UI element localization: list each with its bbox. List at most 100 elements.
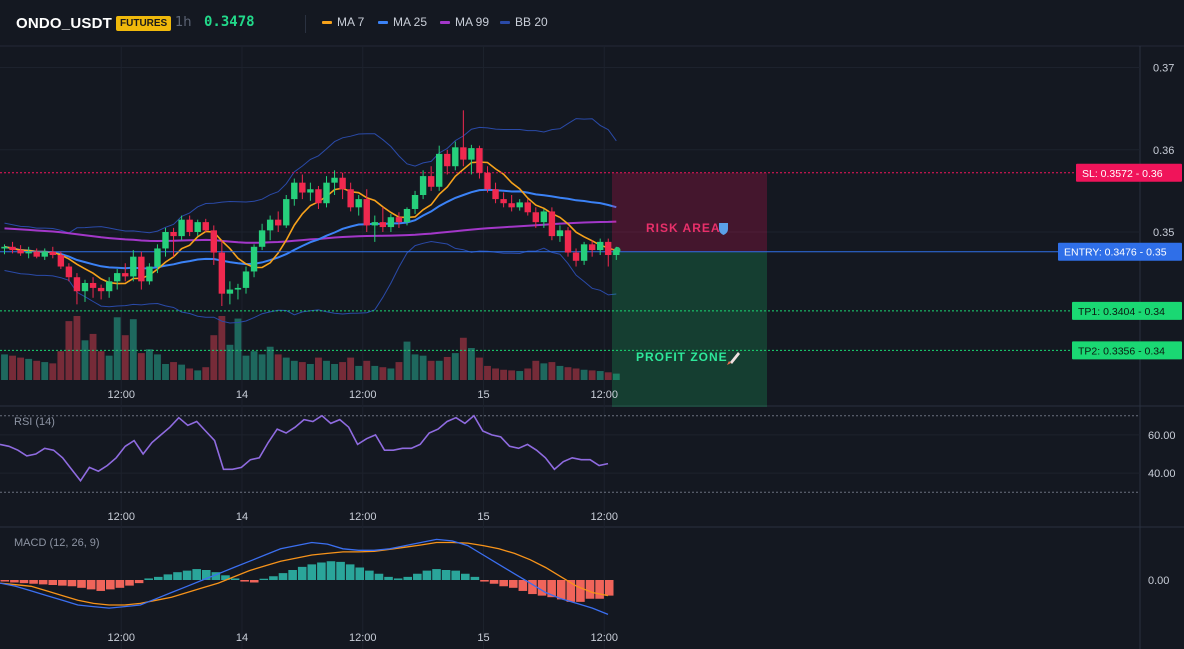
volume-bar xyxy=(443,356,451,380)
macd-histogram-bar xyxy=(67,580,77,587)
volume-bar xyxy=(97,351,105,380)
volume-bar xyxy=(258,354,266,380)
macd-histogram-bar xyxy=(154,576,163,580)
candle-body xyxy=(114,273,121,282)
legend-bb20[interactable]: BB 20 xyxy=(500,15,548,29)
candle-body xyxy=(540,211,548,223)
candle-body xyxy=(500,199,507,204)
volume-bar xyxy=(33,360,41,380)
macd-histogram-bar xyxy=(48,580,58,585)
price-tick-label: 0.37 xyxy=(1153,63,1174,75)
candle-body xyxy=(597,241,604,251)
macd-histogram-bar xyxy=(307,564,317,580)
candle-body xyxy=(41,251,48,257)
candle-body xyxy=(49,251,56,256)
candle-body xyxy=(234,287,242,290)
candle-body xyxy=(403,208,411,223)
volume-bar xyxy=(113,317,121,380)
volume-bar xyxy=(540,363,548,380)
candle-body xyxy=(105,281,113,292)
volume-bar xyxy=(105,355,113,380)
legend-ma25[interactable]: MA 25 xyxy=(378,15,427,29)
macd-histogram-bar xyxy=(547,580,556,598)
volume-bar xyxy=(178,364,186,380)
macd-histogram-bar xyxy=(413,573,422,580)
candle-body xyxy=(588,244,596,251)
macd-histogram-bar xyxy=(29,580,38,584)
macd-histogram-bar xyxy=(269,576,278,580)
macd-histogram-bar xyxy=(240,580,249,582)
legend-label-bb20: BB 20 xyxy=(515,15,548,29)
time-tick-label: 14 xyxy=(236,389,248,401)
rsi-line xyxy=(0,414,609,483)
candle-body xyxy=(17,250,24,254)
legend-swatch-ma7 xyxy=(322,20,332,24)
volume-bar xyxy=(315,357,322,380)
candle-body xyxy=(1,246,8,249)
legend-swatch-bb20 xyxy=(500,20,510,24)
macd-histogram-bar xyxy=(489,580,499,584)
candle-body xyxy=(250,246,258,272)
volume-bar xyxy=(379,367,387,380)
symbol-name[interactable]: ONDO_USDT xyxy=(16,15,112,32)
volume-bar xyxy=(403,341,411,380)
volume-bar xyxy=(411,354,419,380)
macd-histogram-bar xyxy=(288,570,297,580)
macd-histogram-bar xyxy=(134,580,144,584)
volume-bar xyxy=(484,365,491,380)
candle-body xyxy=(9,246,16,251)
macd-histogram-bar xyxy=(345,564,355,580)
ma99-line xyxy=(4,220,617,244)
volume-bar xyxy=(145,349,153,380)
candle-body xyxy=(580,244,588,261)
candle-body xyxy=(524,202,531,213)
volume-bar xyxy=(387,368,395,380)
candle-body xyxy=(186,219,193,232)
macd-histogram-bar xyxy=(585,580,595,599)
macd-histogram-bar xyxy=(365,570,374,580)
volume-bar xyxy=(451,353,459,380)
zone-label: RISK AREA xyxy=(646,221,721,235)
volume-bar xyxy=(427,360,435,380)
macd-histogram-bar xyxy=(595,580,604,599)
interval-label[interactable]: 1h xyxy=(175,15,192,30)
volume-bar xyxy=(596,371,604,380)
candle-body xyxy=(291,182,298,200)
macd-histogram-bar xyxy=(10,580,19,583)
candle-body xyxy=(65,266,73,278)
macd-histogram-bar xyxy=(106,580,115,590)
macd-histogram-bar xyxy=(163,574,173,580)
volume-bar xyxy=(604,372,612,380)
legend-ma7[interactable]: MA 7 xyxy=(322,15,364,29)
macd-histogram-bar xyxy=(297,566,307,580)
legend-ma99[interactable]: MA 99 xyxy=(440,15,489,29)
time-tick-label: 12:00 xyxy=(590,511,618,523)
volume-bar xyxy=(467,348,475,380)
candle-body xyxy=(162,232,169,249)
macd-histogram-bar xyxy=(182,570,192,580)
macd-signal-line xyxy=(0,541,609,606)
candle-body xyxy=(97,287,105,292)
macd-histogram-bar xyxy=(173,572,182,580)
macd-histogram-bar xyxy=(355,567,365,580)
candle-body xyxy=(57,255,65,267)
volume-bar xyxy=(234,318,242,380)
macd-histogram-bar xyxy=(393,578,403,580)
candle-body xyxy=(170,232,177,237)
candle-body xyxy=(572,252,580,261)
zone-box-profit xyxy=(612,251,767,407)
candle-body xyxy=(564,230,572,253)
candle-body xyxy=(323,182,330,204)
macd-tick-label: 0.00 xyxy=(1148,575,1169,587)
price-tick-label: 0.35 xyxy=(1153,227,1174,239)
macd-histogram-bar xyxy=(259,578,269,580)
volume-bar xyxy=(363,360,371,380)
volume-bar xyxy=(435,360,443,380)
tp-label: TP1: 0.3404 - 0.34 xyxy=(1078,306,1165,318)
macd-histogram-bar xyxy=(470,576,480,580)
candle-body xyxy=(122,273,129,277)
volume-bar xyxy=(323,360,330,380)
macd-histogram-bar xyxy=(451,570,460,580)
rocket-flame-icon xyxy=(727,361,731,365)
